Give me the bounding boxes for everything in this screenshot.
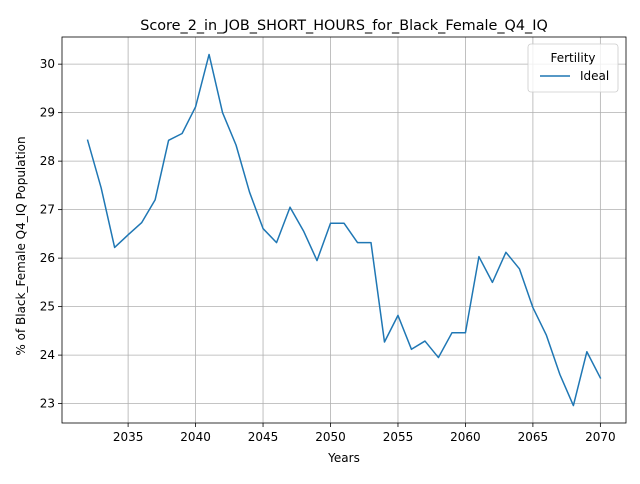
y-tick-label: 29 [40, 106, 55, 120]
x-tick-label: 2065 [518, 430, 549, 444]
x-axis-label: Years [327, 451, 360, 465]
x-tick-label: 2050 [315, 430, 346, 444]
y-tick-label: 24 [40, 348, 55, 362]
grid [62, 37, 626, 423]
x-tick-label: 2060 [450, 430, 481, 444]
y-tick-label: 28 [40, 154, 55, 168]
y-tick-label: 23 [40, 397, 55, 411]
series-lines [86, 53, 602, 407]
x-tick-label: 2040 [180, 430, 211, 444]
legend-label-ideal: Ideal [580, 69, 609, 83]
y-axis-ticks: 23 24 25 26 27 28 29 30 [40, 57, 62, 411]
legend-box [527, 43, 619, 93]
legend: Fertility Ideal [527, 43, 619, 93]
x-tick-label: 2045 [248, 430, 279, 444]
y-tick-label: 25 [40, 300, 55, 314]
y-tick-label: 27 [40, 203, 55, 217]
chart-title: Score_2_in_JOB_SHORT_HOURS_for_Black_Fem… [140, 18, 548, 34]
y-tick-label: 26 [40, 251, 55, 265]
y-axis-label: % of Black_Female Q4_IQ Population [14, 136, 28, 355]
plot-area [61, 36, 627, 424]
x-tick-label: 2055 [383, 430, 414, 444]
x-tick-label: 2035 [113, 430, 144, 444]
x-axis-ticks: 2035 2040 2045 2050 2055 2060 2065 2070 [113, 423, 616, 444]
x-tick-label: 2070 [585, 430, 616, 444]
legend-title: Fertility [550, 51, 595, 65]
series-line-ideal [86, 53, 602, 407]
y-tick-label: 30 [40, 57, 55, 71]
